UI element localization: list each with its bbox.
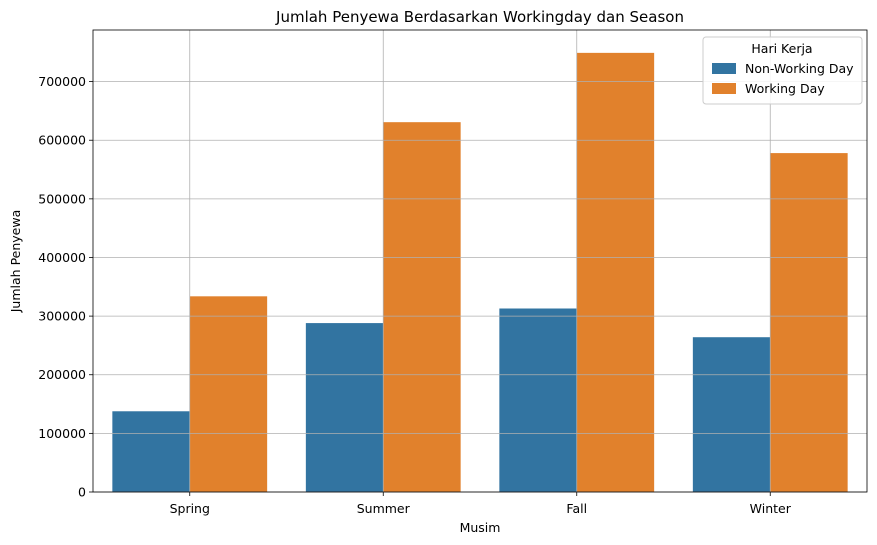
x-tick-label-spring: Spring (170, 501, 210, 516)
bar-working-day-winter (770, 153, 848, 492)
bar-non-working-day-spring (112, 411, 190, 492)
x-tick-label-fall: Fall (566, 501, 587, 516)
legend-label-working-day: Working Day (745, 81, 825, 96)
bar-working-day-fall (576, 52, 655, 493)
chart-title: Jumlah Penyewa Berdasarkan Workingday da… (275, 8, 684, 26)
y-tick-label: 600000 (38, 133, 86, 148)
legend: Hari Kerja Non-Working Day Working Day (702, 36, 863, 105)
x-axis-label: Musim (460, 520, 501, 535)
y-tick-label: 100000 (38, 426, 86, 441)
bar-working-day-summer (383, 122, 461, 492)
legend-swatch-working-day (712, 83, 736, 94)
legend-label-non-working-day: Non-Working Day (745, 61, 854, 76)
y-tick-label: 300000 (38, 309, 86, 324)
bars (112, 52, 848, 493)
legend-swatch-non-working-day (712, 63, 736, 74)
y-axis-label: Jumlah Penyewa (8, 210, 23, 314)
plot-frame (92, 29, 868, 493)
legend-box (702, 36, 863, 105)
y-tick-label: 700000 (38, 74, 86, 89)
bar-non-working-day-summer (305, 323, 384, 492)
y-tick-label: 200000 (38, 367, 86, 382)
x-tick-label-summer: Summer (357, 501, 411, 516)
y-tick-label: 400000 (38, 250, 86, 265)
x-tick-label-winter: Winter (750, 501, 792, 516)
x-axis-ticks: Spring Summer Fall Winter (170, 492, 792, 516)
y-tick-label: 0 (78, 485, 86, 500)
y-axis-ticks: 0 100000 200000 300000 400000 500000 600000 700… (38, 74, 93, 500)
bar-non-working-day-winter (692, 337, 771, 492)
bar-working-day-spring (189, 296, 268, 492)
bar-non-working-day-fall (499, 308, 577, 492)
plot-border (92, 29, 868, 493)
legend-title: Hari Kerja (751, 41, 812, 56)
y-tick-label: 500000 (38, 191, 86, 206)
